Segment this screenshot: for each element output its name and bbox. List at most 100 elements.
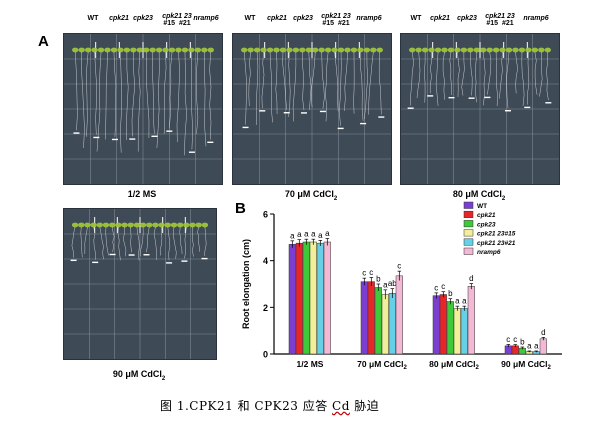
plate-cd70: WT cpk21 cpk23 cpk21 23 #15 #21 nramp6 7… (232, 13, 392, 202)
geno-double: cpk21 23 #15 #21 (485, 13, 515, 27)
root-tip-markers (73, 130, 214, 153)
genotype-header: WT cpk21 cpk23 cpk21 23 #15 #21 nramp6 (63, 13, 221, 35)
legend-swatch (463, 247, 474, 255)
bar (511, 345, 519, 355)
legend-swatch (463, 238, 474, 246)
error-bar (369, 277, 374, 286)
y-tick-label: 4 (263, 256, 268, 266)
legend-label: WT (477, 203, 487, 210)
plate-drawing (401, 34, 559, 184)
geno-cpk21: cpk21 (109, 15, 129, 22)
chart-legend: WT cpk21 cpk23 cpk21 23#15 cpk21 23#21 nramp6 (463, 201, 516, 256)
y-tick-label: 0 (263, 350, 268, 360)
error-bar (325, 238, 330, 246)
significance-letter: b (448, 289, 453, 298)
significance-letter: a (325, 229, 330, 238)
legend-swatch (463, 229, 474, 237)
bar (381, 294, 389, 355)
plate-image-ms (63, 33, 223, 185)
geno-double-name: cpk21 23 (321, 13, 351, 20)
bar (309, 241, 317, 355)
bar (302, 241, 310, 355)
geno-cpk23: cpk23 (293, 15, 313, 22)
seedling-roots (71, 226, 207, 261)
significance-letter: b (520, 338, 525, 347)
plate-caption-ms: 1/2 MS (127, 189, 157, 199)
panel-a-letter: A (38, 33, 49, 50)
significance-letter: a (311, 230, 316, 239)
plate-drawing (233, 34, 391, 184)
error-bar (434, 292, 439, 299)
plate-grid (64, 209, 216, 359)
plate-caption-cd80: 80 μM CdCl2 (452, 189, 506, 202)
genotype-header: WT cpk21 cpk23 cpk21 23 #15 #21 nramp6 (232, 13, 390, 35)
error-bar (311, 238, 316, 245)
geno-lines: #15 #21 (322, 20, 350, 27)
significance-letter: a (304, 230, 309, 239)
x-tick-label: 90 μM CdCl2 (501, 359, 551, 371)
significance-letter: b (376, 275, 381, 284)
significance-letter: c (513, 335, 517, 344)
significance-letter: d (541, 328, 545, 337)
bar (295, 242, 303, 355)
plate-drawing (64, 209, 216, 359)
figure-caption: 图 1.CPK21 和 CPK23 应答 Cd 胁迫 (160, 399, 380, 413)
error-bar (534, 350, 539, 353)
x-tick-label: 80 μM CdCl2 (429, 359, 479, 371)
plate-image-cd70 (232, 33, 392, 185)
panel-b-letter: B (235, 200, 246, 217)
bar (439, 294, 447, 355)
error-bar (383, 289, 388, 300)
bar (539, 338, 547, 355)
significance-letter: ab (388, 279, 397, 288)
significance-letter: c (441, 282, 445, 291)
error-bar (318, 240, 323, 246)
error-bar (469, 283, 474, 290)
seedling-leaves (409, 47, 551, 53)
error-bar (376, 283, 381, 291)
bar (453, 308, 461, 355)
significance-letter: d (469, 274, 473, 283)
x-tick-label: 70 μM CdCl2 (357, 359, 407, 371)
significance-letter: a (455, 297, 460, 306)
plate-image-cd80 (400, 33, 560, 185)
root-tip-markers (242, 110, 385, 130)
legend-label: cpk21 (477, 212, 496, 219)
geno-wt: WT (87, 15, 99, 22)
significance-letter: a (383, 280, 388, 289)
legend-label: cpk21 23#15 (477, 231, 516, 238)
error-bar (290, 240, 295, 248)
significance-letter: a (534, 341, 539, 350)
geno-double: cpk21 23 #15 #21 (321, 13, 351, 27)
seedling-leaves (241, 47, 383, 53)
error-bar (397, 270, 402, 281)
bar (388, 293, 396, 355)
bar (367, 281, 375, 355)
error-bar (304, 238, 309, 245)
significance-letter: c (397, 262, 401, 271)
seedling-leaves (71, 222, 209, 228)
error-bar (527, 350, 532, 353)
error-bar (297, 239, 302, 247)
root-tip-markers (70, 253, 208, 264)
genotype-header: WT cpk21 cpk23 cpk21 23 #15 #21 nramp6 (400, 13, 558, 35)
plate-cd80: WT cpk21 cpk23 cpk21 23 #15 #21 nramp6 8… (400, 13, 560, 202)
y-tick-label: 2 (263, 303, 268, 313)
legend-swatch (463, 210, 474, 218)
error-bar (462, 305, 467, 311)
plate-caption-cd90: 90 μM CdCl2 (112, 369, 166, 382)
legend-label: nramp6 (477, 249, 501, 256)
geno-wt: WT (410, 15, 422, 22)
seedling-roots (410, 51, 549, 109)
significance-letter: a (297, 230, 302, 239)
legend-swatch (463, 201, 474, 209)
error-bar (513, 344, 518, 347)
significance-letter: a (318, 231, 323, 240)
plate-grid (64, 34, 222, 184)
figure-caption-cd: Cd (332, 399, 350, 413)
error-bar (520, 346, 525, 350)
geno-nramp6: nramp6 (356, 15, 382, 22)
plate-drawing (64, 34, 222, 184)
